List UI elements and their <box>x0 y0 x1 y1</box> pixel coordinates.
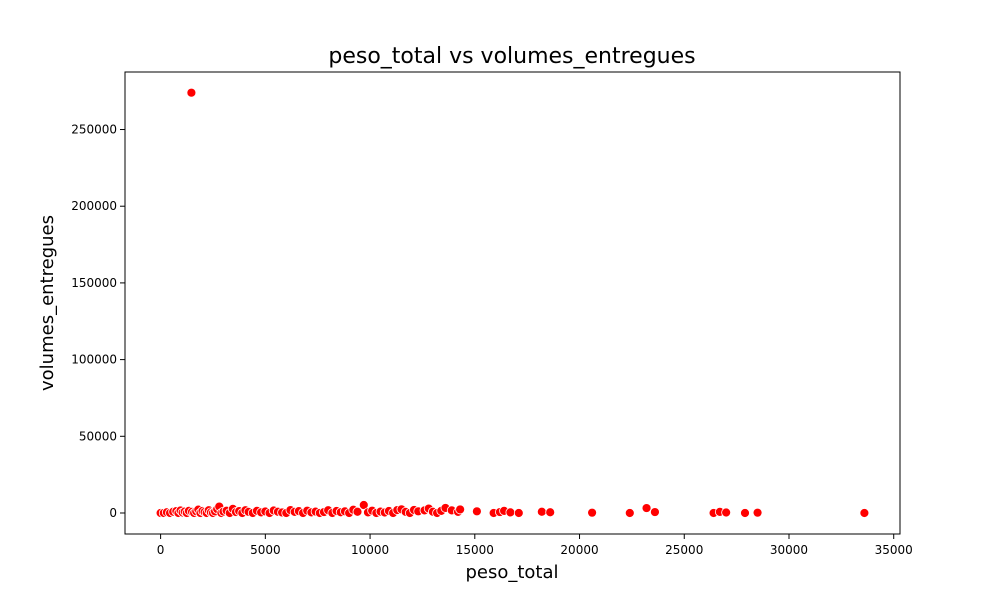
x-axis-label: peso_total <box>465 562 558 583</box>
y-tick-label: 0 <box>109 506 117 520</box>
x-tick-label: 35000 <box>875 543 913 557</box>
scatter-point <box>455 504 466 515</box>
scatter-point <box>624 508 635 518</box>
plot-area <box>124 71 901 535</box>
scatter-point <box>641 503 652 513</box>
scatter-point <box>752 507 763 518</box>
scatter-point <box>505 507 516 518</box>
x-tick-label: 20000 <box>560 543 598 557</box>
y-tick-label: 150000 <box>71 276 117 290</box>
scatter-point <box>513 508 524 518</box>
y-tick-label: 50000 <box>79 429 117 443</box>
x-tick-label: 10000 <box>351 543 389 557</box>
scatter-point <box>352 506 363 517</box>
scatter-point <box>545 507 556 518</box>
y-tick-label: 250000 <box>71 123 117 137</box>
y-tick-label: 200000 <box>71 199 117 213</box>
x-axis: 0 5000 10000 15000 20000 25000 30000 35000 <box>157 534 913 557</box>
scatter-point <box>650 507 660 517</box>
x-tick-label: 15000 <box>456 543 494 557</box>
scatter-point <box>186 87 197 98</box>
x-tick-label: 0 <box>157 543 165 557</box>
scatter-point <box>740 508 750 518</box>
x-tick-label: 30000 <box>770 543 808 557</box>
scatter-point <box>721 507 732 518</box>
data-points <box>155 87 870 518</box>
scatter-point <box>859 508 870 518</box>
scatter-point <box>536 506 547 517</box>
scatter-point <box>471 506 482 517</box>
y-tick-label: 100000 <box>71 353 117 367</box>
y-axis: 0 50000 100000 150000 200000 250000 <box>71 123 125 520</box>
chart-title: peso_total vs volumes_entregues <box>328 44 695 69</box>
scatter-point <box>587 507 597 518</box>
x-tick-label: 25000 <box>665 543 703 557</box>
scatter-point <box>358 500 369 510</box>
y-axis-label: volumes_entregues <box>37 215 58 391</box>
x-tick-label: 5000 <box>250 543 281 557</box>
